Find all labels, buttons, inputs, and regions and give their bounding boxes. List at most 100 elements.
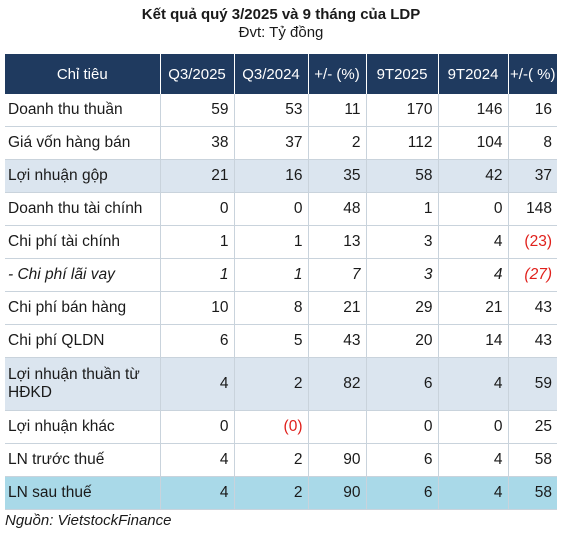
header-cell: Q3/2025 (160, 54, 235, 94)
value-cell: 2 (234, 357, 309, 411)
value-cell: 0 (438, 192, 509, 226)
value-cell: 4 (438, 225, 509, 259)
table-row: Doanh thu thuần 59 53 11 170 146 16 (5, 94, 557, 127)
value-cell: 4 (438, 443, 509, 477)
value-cell: 14 (438, 324, 509, 358)
value-cell: 0 (438, 410, 509, 444)
value-cell: 21 (438, 291, 509, 325)
row-label: Lợi nhuận thuần từ HĐKD (5, 357, 161, 411)
value-cell: 29 (366, 291, 439, 325)
value-cell: 58 (366, 159, 439, 193)
value-cell: 10 (160, 291, 235, 325)
value-cell: 37 (508, 159, 557, 193)
table-row: LN sau thuế 4 2 90 6 4 58 (5, 476, 557, 510)
row-label: - Chi phí lãi vay (5, 258, 161, 292)
row-label: Chi phí tài chính (5, 225, 161, 259)
row-label: Lợi nhuận khác (5, 410, 161, 444)
table-row: Chi phí QLDN 6 5 43 20 14 43 (5, 324, 557, 358)
value-cell: 1 (234, 258, 309, 292)
header-cell: +/-( %) (508, 54, 557, 94)
row-label: Chi phí QLDN (5, 324, 161, 358)
value-cell: (27) (508, 258, 557, 292)
value-cell: 1 (160, 258, 235, 292)
value-cell: 0 (160, 192, 235, 226)
header-cell: Q3/2024 (234, 54, 309, 94)
value-cell: 53 (234, 94, 309, 127)
value-cell: (0) (234, 410, 309, 444)
value-cell: 148 (508, 192, 557, 226)
value-cell: 38 (160, 126, 235, 160)
row-label: Giá vốn hàng bán (5, 126, 161, 160)
table-row: LN trước thuế 4 2 90 6 4 58 (5, 443, 557, 477)
unit-subtitle: Đvt: Tỷ đồng (238, 24, 324, 41)
value-cell: 20 (366, 324, 439, 358)
table-row: Doanh thu tài chính 0 0 48 1 0 148 (5, 192, 557, 226)
value-cell: 5 (234, 324, 309, 358)
value-cell: 0 (366, 410, 439, 444)
value-cell: 6 (160, 324, 235, 358)
source-note: Nguồn: VietstockFinance (5, 512, 172, 529)
value-cell: 4 (160, 476, 235, 510)
value-cell: 90 (308, 443, 367, 477)
row-label: LN sau thuế (5, 476, 161, 510)
header-cell: 9T2024 (438, 54, 509, 94)
row-label: LN trước thuế (5, 443, 161, 477)
value-cell: (23) (508, 225, 557, 259)
value-cell: 43 (508, 324, 557, 358)
value-cell: 21 (308, 291, 367, 325)
row-label: Chi phí bán hàng (5, 291, 161, 325)
value-cell: 82 (308, 357, 367, 411)
value-cell: 43 (308, 324, 367, 358)
value-cell: 4 (160, 357, 235, 411)
value-cell: 8 (234, 291, 309, 325)
value-cell (308, 410, 367, 444)
value-cell: 37 (234, 126, 309, 160)
value-cell: 4 (438, 476, 509, 510)
value-cell: 2 (308, 126, 367, 160)
row-label: Doanh thu thuần (5, 94, 161, 127)
table-title: Kết quả quý 3/2025 và 9 tháng của LDP (141, 6, 421, 23)
header-cell: +/- (%) (308, 54, 367, 94)
value-cell: 58 (508, 443, 557, 477)
value-cell: 112 (366, 126, 439, 160)
value-cell: 4 (160, 443, 235, 477)
results-table: Chỉ tiêu Q3/2025 Q3/2024 +/- (%) 9T2025 … (5, 54, 557, 510)
table-row: Chi phí tài chính 1 1 13 3 4 (23) (5, 225, 557, 259)
table-row: Giá vốn hàng bán 38 37 2 112 104 8 (5, 126, 557, 160)
table-header-row: Chỉ tiêu Q3/2025 Q3/2024 +/- (%) 9T2025 … (5, 54, 557, 94)
value-cell: 42 (438, 159, 509, 193)
value-cell: 2 (234, 476, 309, 510)
value-cell: 4 (438, 258, 509, 292)
table-row: Lợi nhuận khác 0 (0) 0 0 25 (5, 410, 557, 444)
value-cell: 1 (160, 225, 235, 259)
value-cell: 58 (508, 476, 557, 510)
table-row: Lợi nhuận gộp 21 16 35 58 42 37 (5, 159, 557, 193)
value-cell: 48 (308, 192, 367, 226)
value-cell: 59 (508, 357, 557, 411)
value-cell: 4 (438, 357, 509, 411)
value-cell: 104 (438, 126, 509, 160)
value-cell: 16 (234, 159, 309, 193)
table-row: - Chi phí lãi vay 1 1 7 3 4 (27) (5, 258, 557, 292)
value-cell: 170 (366, 94, 439, 127)
value-cell: 25 (508, 410, 557, 444)
value-cell: 1 (234, 225, 309, 259)
header-cell: 9T2025 (366, 54, 439, 94)
value-cell: 6 (366, 357, 439, 411)
value-cell: 3 (366, 258, 439, 292)
value-cell: 21 (160, 159, 235, 193)
value-cell: 2 (234, 443, 309, 477)
row-label: Lợi nhuận gộp (5, 159, 161, 193)
value-cell: 0 (234, 192, 309, 226)
value-cell: 6 (366, 476, 439, 510)
value-cell: 0 (160, 410, 235, 444)
value-cell: 59 (160, 94, 235, 127)
value-cell: 1 (366, 192, 439, 226)
value-cell: 3 (366, 225, 439, 259)
table-row: Lợi nhuận thuần từ HĐKD 4 2 82 6 4 59 (5, 357, 557, 411)
value-cell: 43 (508, 291, 557, 325)
value-cell: 6 (366, 443, 439, 477)
value-cell: 8 (508, 126, 557, 160)
value-cell: 146 (438, 94, 509, 127)
value-cell: 7 (308, 258, 367, 292)
